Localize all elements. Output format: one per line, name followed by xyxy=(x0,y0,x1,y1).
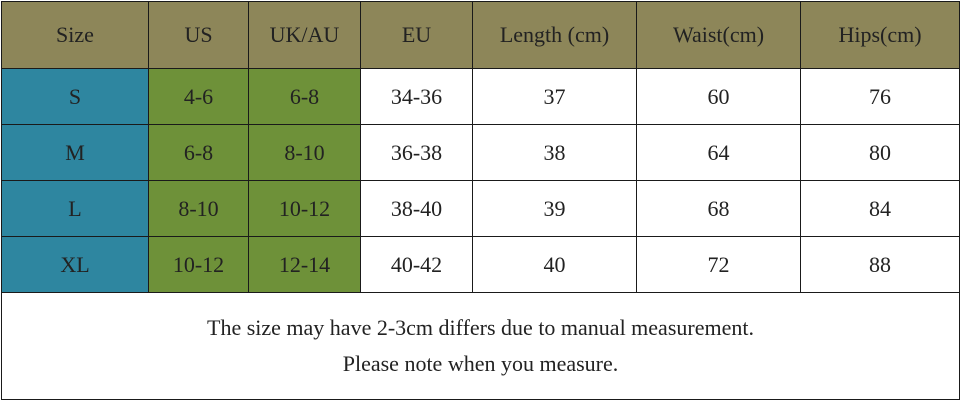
header-cell: UK/AU xyxy=(248,1,361,69)
size-row: M 6-8 8-10 36-38 38 64 80 xyxy=(1,124,960,181)
table-cell: 10-12 xyxy=(148,236,249,293)
table-cell: M xyxy=(1,124,149,181)
table-cell: 38-40 xyxy=(360,180,473,237)
table-cell: 39 xyxy=(472,180,637,237)
table-cell: 60 xyxy=(636,68,801,125)
table-cell: 37 xyxy=(472,68,637,125)
header-cell: Waist(cm) xyxy=(636,1,801,69)
table-cell: 38 xyxy=(472,124,637,181)
header-row: Size US UK/AU EU Length (cm) Waist(cm) Hips(cm… xyxy=(1,1,960,69)
table-cell: 40 xyxy=(472,236,637,293)
table-cell: XL xyxy=(1,236,149,293)
table-cell: 34-36 xyxy=(360,68,473,125)
size-row: L 8-10 10-12 38-40 39 68 84 xyxy=(1,180,960,237)
table-cell: 36-38 xyxy=(360,124,473,181)
table-cell: 80 xyxy=(800,124,960,181)
table-cell: 6-8 xyxy=(248,68,361,125)
size-row: S 4-6 6-8 34-36 37 60 76 xyxy=(1,68,960,125)
table-cell: S xyxy=(1,68,149,125)
table-cell: 68 xyxy=(636,180,801,237)
table-cell: 64 xyxy=(636,124,801,181)
header-cell: EU xyxy=(360,1,473,69)
table-cell: 72 xyxy=(636,236,801,293)
table-cell: 4-6 xyxy=(148,68,249,125)
table-cell: 10-12 xyxy=(248,180,361,237)
table-cell: 8-10 xyxy=(148,180,249,237)
table-cell: 6-8 xyxy=(148,124,249,181)
table-cell: L xyxy=(1,180,149,237)
size-table: Size US UK/AU EU Length (cm) Waist(cm) Hips(cm… xyxy=(1,1,960,400)
table-cell: 76 xyxy=(800,68,960,125)
header-cell: Length (cm) xyxy=(472,1,637,69)
header-cell: US xyxy=(148,1,249,69)
note-cell: The size may have 2-3cm differs due to m… xyxy=(1,292,960,400)
header-cell: Hips(cm) xyxy=(800,1,960,69)
size-row: XL 10-12 12-14 40-42 40 72 88 xyxy=(1,236,960,293)
table-cell: 88 xyxy=(800,236,960,293)
note-line: Please note when you measure. xyxy=(342,351,619,376)
note-row: The size may have 2-3cm differs due to m… xyxy=(1,292,960,400)
table-cell: 12-14 xyxy=(248,236,361,293)
header-cell: Size xyxy=(1,1,149,69)
note-line: The size may have 2-3cm differs due to m… xyxy=(207,315,754,340)
table-cell: 84 xyxy=(800,180,960,237)
table-cell: 40-42 xyxy=(360,236,473,293)
table-cell: 8-10 xyxy=(248,124,361,181)
